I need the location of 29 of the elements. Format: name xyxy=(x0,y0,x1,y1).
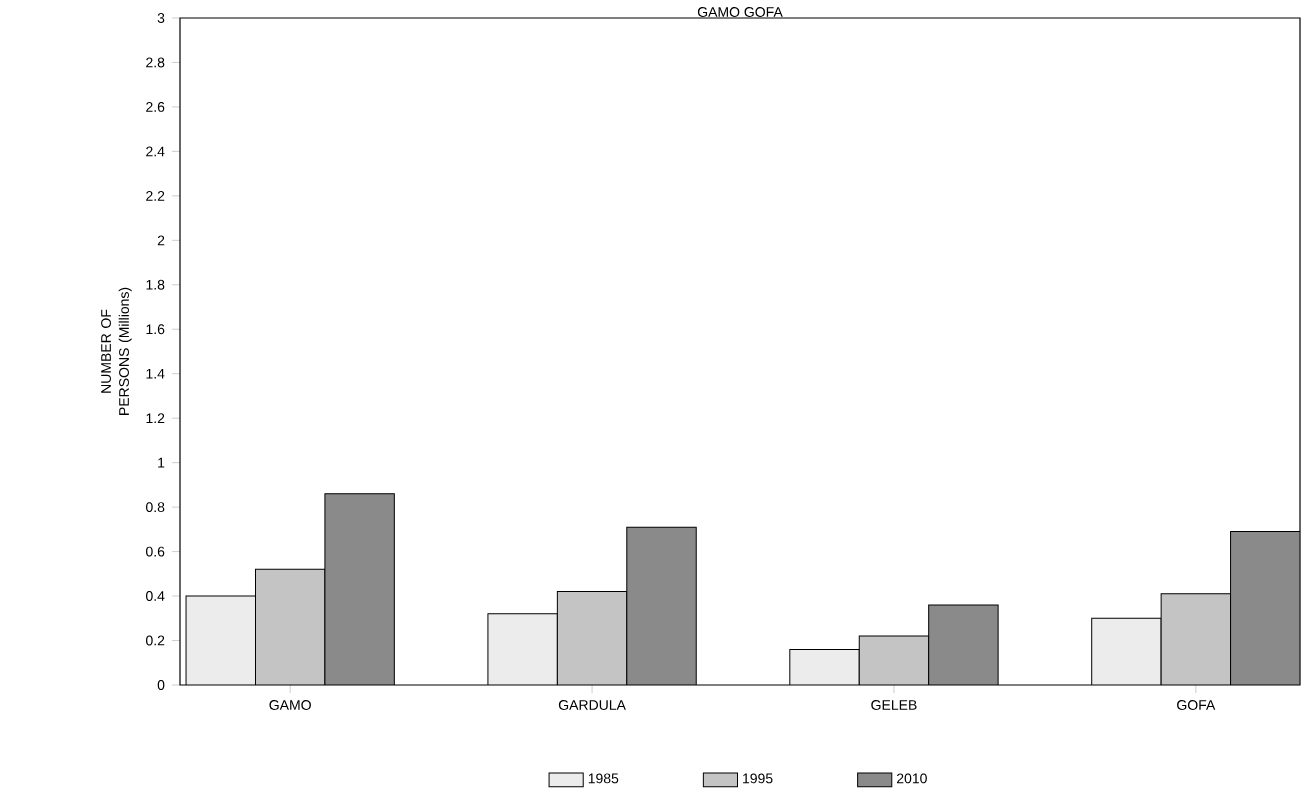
bar xyxy=(1160,593,1232,685)
bar xyxy=(858,635,930,685)
y-tick-label: 1.6 xyxy=(146,324,165,335)
legend-label: 2010 xyxy=(896,773,927,784)
y-tick-label: 3 xyxy=(157,13,165,23)
x-tick-label: GAMO xyxy=(269,700,311,710)
y-tick-label: 1.2 xyxy=(146,413,165,424)
x-tick-label: GARDULA xyxy=(558,700,626,710)
legend-label: 1995 xyxy=(743,773,773,784)
y-tick-label: 0.6 xyxy=(146,546,165,557)
legend-label: 1985 xyxy=(588,773,619,784)
y-tick-label: 2.8 xyxy=(146,57,165,68)
bar xyxy=(254,568,326,685)
y-tick-label: 0 xyxy=(157,680,165,690)
y-tick-label: 2 xyxy=(157,235,165,246)
y-tick-label: 0.2 xyxy=(146,635,165,646)
y-tick-label: 0.4 xyxy=(146,591,165,601)
bar xyxy=(556,591,628,685)
y-tick-label: 2.2 xyxy=(146,190,165,201)
y-axis-title: NUMBER OF PERSONS (Millions) xyxy=(101,287,132,415)
y-tick-label: 1 xyxy=(158,457,165,468)
y-tick-label: 2.4 xyxy=(146,146,165,157)
y-tick-label: 2.6 xyxy=(146,101,165,112)
y-tick-label: 1.8 xyxy=(146,279,165,290)
x-tick-label: GELEB xyxy=(871,700,917,710)
y-tick-label: 1.4 xyxy=(146,368,165,379)
chart-title: GAMO GOFA xyxy=(697,7,783,17)
x-tick-label: GOFA xyxy=(1177,700,1216,710)
y-tick-label: 0.8 xyxy=(146,502,165,513)
